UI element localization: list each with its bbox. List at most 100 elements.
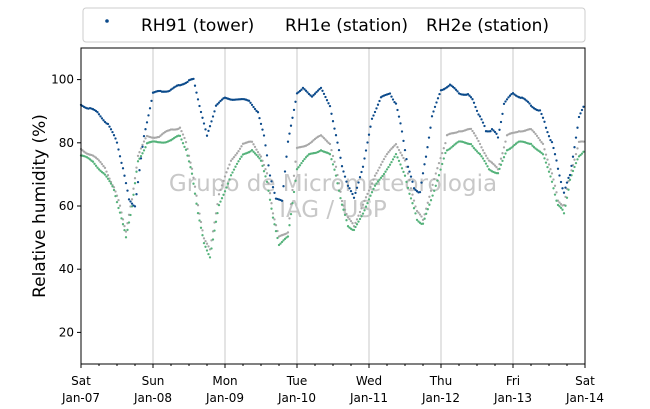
data-point [565, 181, 569, 184]
data-point [408, 170, 411, 173]
data-point [390, 160, 393, 164]
data-point [349, 219, 353, 223]
data-point [214, 220, 218, 223]
data-point [477, 113, 480, 116]
x-tick-date: Jan-12 [421, 391, 460, 405]
data-point [168, 89, 171, 93]
data-point [570, 164, 573, 168]
data-point [564, 186, 567, 189]
data-point [579, 112, 582, 115]
data-point [351, 222, 354, 225]
data-point [201, 234, 204, 237]
data-point [294, 179, 297, 182]
legend-entry-rh1e: RH1e (station) [285, 16, 408, 36]
data-point [348, 187, 351, 190]
data-point [118, 204, 122, 207]
data-point [97, 168, 101, 171]
data-point [403, 174, 407, 177]
legend-marker-rh91 [105, 19, 109, 23]
data-point [264, 168, 267, 171]
data-point [136, 180, 140, 184]
data-point [550, 172, 554, 175]
data-point [573, 165, 576, 169]
data-point [186, 80, 189, 84]
data-point [474, 148, 477, 151]
data-point [196, 98, 200, 101]
data-point [421, 222, 425, 225]
data-point [114, 194, 117, 198]
data-point [255, 109, 258, 113]
data-point [111, 185, 114, 188]
data-point [472, 146, 476, 150]
data-point [328, 153, 332, 156]
data-point [552, 146, 555, 150]
data-point [288, 217, 291, 220]
data-point [433, 189, 436, 192]
data-point [114, 190, 117, 193]
data-point [205, 242, 209, 245]
data-point [117, 206, 120, 210]
data-point [132, 187, 135, 190]
legend-entry-rh91: RH91 (tower) [141, 16, 254, 36]
data-point [378, 178, 381, 181]
data-point [397, 115, 401, 118]
data-point [481, 157, 485, 160]
data-point [582, 150, 585, 153]
data-point [573, 146, 576, 149]
data-point [297, 166, 300, 169]
data-point [360, 207, 363, 210]
data-point [363, 209, 366, 212]
data-point [214, 104, 218, 107]
data-point [238, 147, 242, 150]
data-point [204, 245, 207, 248]
data-point [144, 128, 147, 131]
data-point [579, 153, 582, 157]
data-point [495, 166, 498, 169]
data-point [343, 175, 347, 178]
data-point [301, 86, 305, 90]
data-point [220, 197, 224, 200]
data-point [352, 196, 356, 199]
data-point [196, 211, 200, 215]
data-point [124, 230, 128, 233]
x-tick-date: Jan-11 [349, 391, 388, 405]
data-point [262, 134, 266, 137]
data-point [115, 200, 119, 204]
data-point [298, 89, 302, 93]
data-point [124, 181, 128, 185]
data-point [105, 175, 108, 178]
data-point [543, 120, 546, 123]
data-point [537, 136, 540, 140]
data-point [402, 156, 405, 160]
data-point [304, 89, 308, 92]
data-point [426, 201, 429, 204]
data-point [180, 129, 183, 133]
data-point [361, 212, 365, 215]
data-point [319, 134, 323, 137]
data-point [111, 130, 114, 134]
data-point [91, 160, 95, 163]
data-point [381, 160, 384, 163]
data-point [270, 202, 273, 205]
data-point [489, 130, 492, 133]
data-point [265, 180, 269, 183]
data-point [376, 103, 380, 106]
data-point [192, 176, 195, 179]
data-point [358, 210, 362, 214]
data-point [340, 165, 344, 168]
data-point [478, 142, 482, 146]
data-point [429, 126, 432, 129]
data-point [145, 121, 149, 124]
data-point [292, 108, 296, 112]
data-point [384, 170, 387, 173]
data-point [511, 92, 515, 95]
data-point [117, 198, 120, 202]
x-tick-weekday: Fri [506, 374, 520, 388]
data-point [231, 171, 234, 174]
data-point [549, 168, 552, 171]
data-point [439, 156, 442, 160]
data-point [364, 196, 368, 199]
data-point [195, 202, 198, 205]
x-tick-weekday: Sat [575, 374, 595, 388]
data-point [124, 236, 128, 239]
